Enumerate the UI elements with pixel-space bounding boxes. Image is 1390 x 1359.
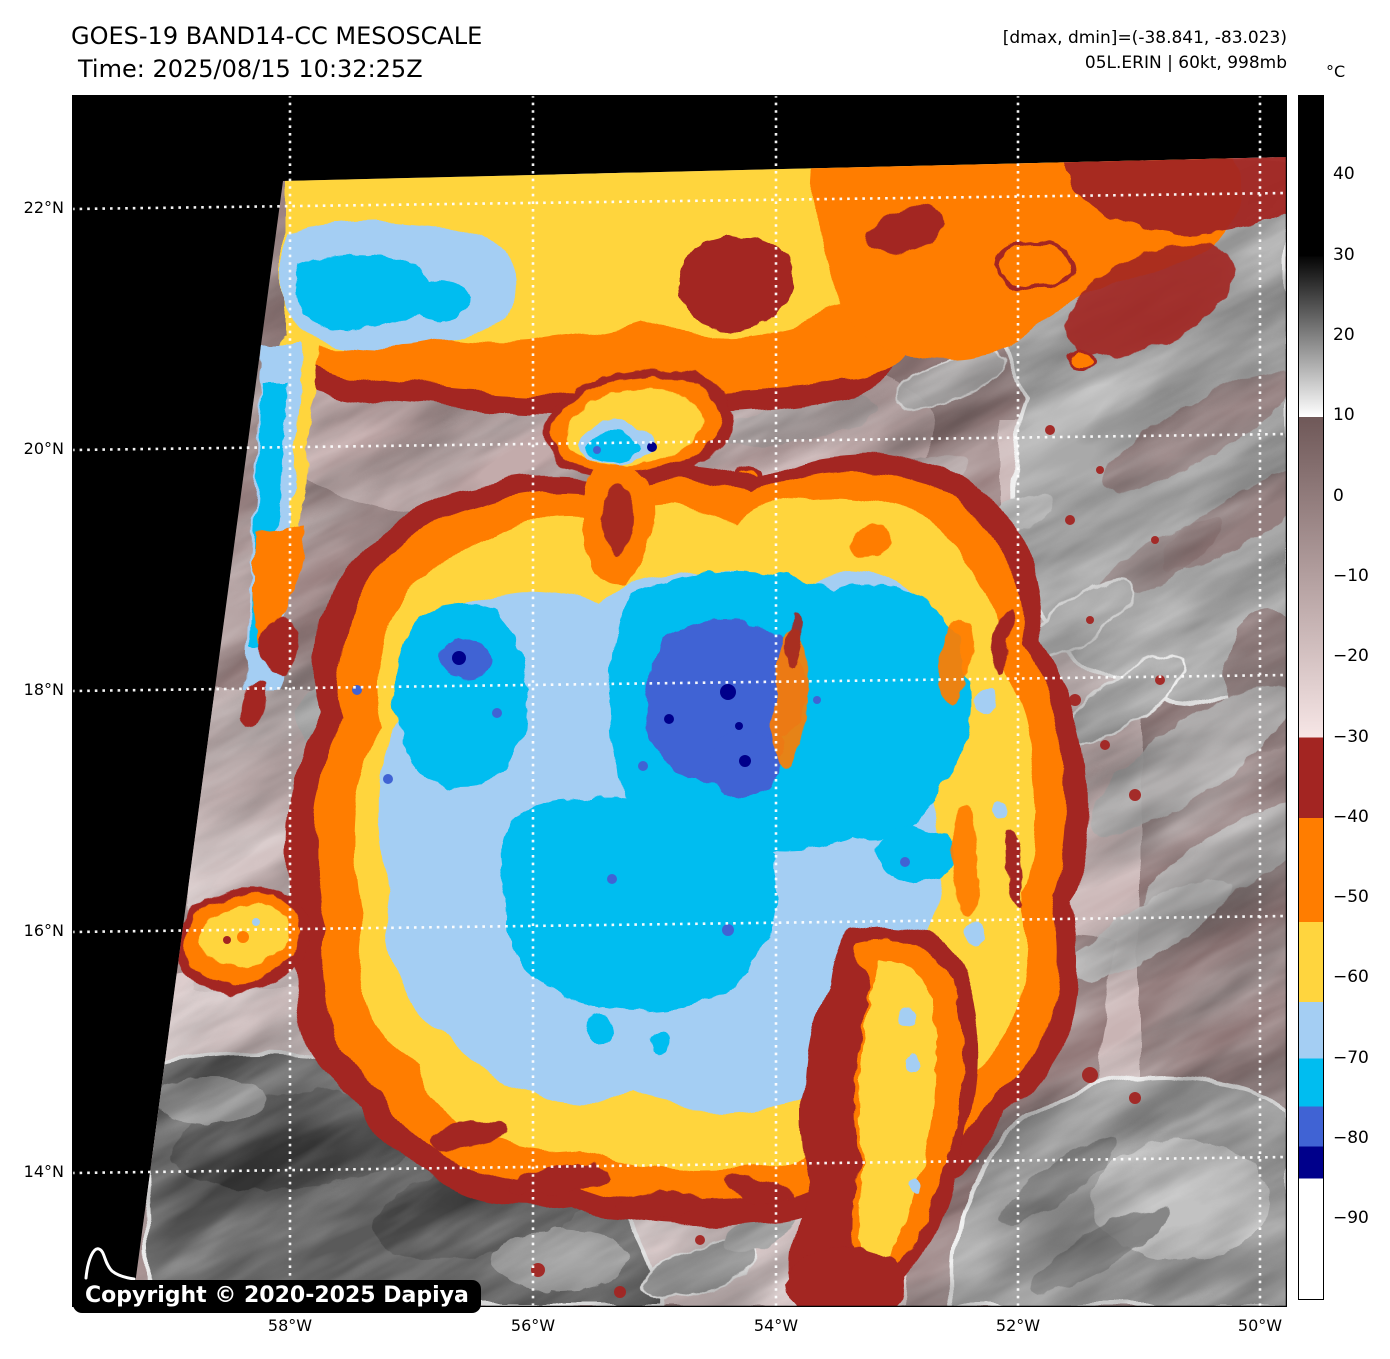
lon-tick: 50°W — [1237, 1316, 1283, 1335]
coldest-cloud-tops — [452, 651, 751, 767]
colorbar-tick: 30 — [1333, 245, 1355, 265]
lat-tick: 22°N — [23, 198, 64, 217]
colorbar-tick: −70 — [1333, 1048, 1369, 1068]
copyright-badge: Copyright © 2020-2025 Dapiya — [73, 1280, 481, 1313]
timestamp-label: Time: 2025/08/15 10:32:25Z — [78, 55, 423, 83]
storm-intensity-label: 05L.ERIN | 60kt, 998mb — [1084, 53, 1287, 73]
colorbar-tick: 0 — [1333, 486, 1344, 506]
lat-lon-gridlines — [72, 95, 1287, 1307]
spiral-band-southeast — [785, 922, 977, 1307]
lat-tick: 16°N — [23, 921, 64, 940]
lon-tick: 56°W — [510, 1316, 556, 1335]
small-convective-cluster — [545, 368, 762, 493]
colorbar-tick: −60 — [1333, 967, 1369, 987]
colorbar-tick: −80 — [1333, 1128, 1369, 1148]
colorbar-tick: −90 — [1333, 1208, 1369, 1228]
colorbar-tick: −10 — [1333, 566, 1369, 586]
colorbar-tick: −50 — [1333, 887, 1369, 907]
colorbar-tick: 10 — [1333, 405, 1355, 425]
dapiya-logo-squiggle — [84, 1247, 136, 1281]
lon-tick: 52°W — [995, 1316, 1041, 1335]
colorbar-tick: −40 — [1333, 807, 1369, 827]
northern-band — [242, 157, 1287, 729]
western-cold-blob — [175, 886, 311, 994]
dmax-dmin-label: [dmax, dmin]=(-38.841, -83.023) — [1002, 28, 1287, 48]
lon-tick: 54°W — [753, 1316, 799, 1335]
colorbar-tick: 40 — [1333, 164, 1355, 184]
page-title: GOES-19 BAND14-CC MESOSCALE — [71, 22, 483, 50]
lon-tick: 58°W — [267, 1316, 313, 1335]
colorbar-tick: −20 — [1333, 646, 1369, 666]
colorbar-tick: −30 — [1333, 727, 1369, 747]
colorbar-tick: 20 — [1333, 325, 1355, 345]
lat-tick: 14°N — [23, 1162, 64, 1181]
lat-tick: 18°N — [23, 680, 64, 699]
temperature-colorbar — [1298, 95, 1324, 1300]
colorbar-unit-label: °C — [1326, 62, 1346, 81]
southern-fringe — [430, 1121, 794, 1218]
hurricane-erin-cold-clouds — [175, 157, 1287, 1307]
lat-tick: 20°N — [23, 439, 64, 458]
